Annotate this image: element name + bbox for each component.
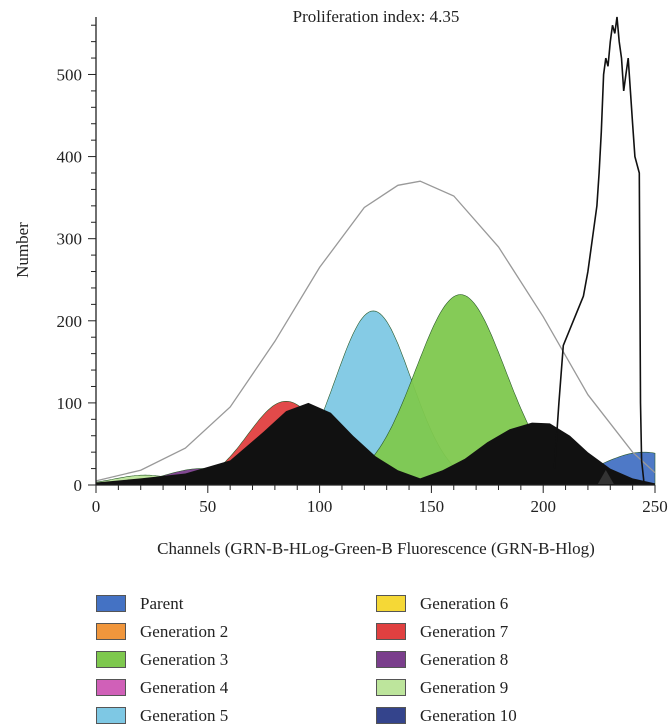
legend-item: Generation 5	[96, 704, 376, 727]
legend-label: Generation 10	[420, 705, 517, 725]
legend: Parent Generation 6 Generation 2 Generation…	[96, 592, 656, 727]
legend-label: Generation 4	[140, 677, 229, 697]
x-axis-label: Channels (GRN-B-HLog-Green-B Fluorescenc…	[157, 539, 595, 558]
x-tick-label: 100	[307, 497, 333, 516]
legend-label: Generation 3	[140, 649, 229, 669]
y-tick-label: 100	[57, 394, 83, 413]
y-tick-label: 300	[57, 230, 83, 249]
overlap-fill	[96, 402, 655, 485]
y-tick-label: 200	[57, 312, 83, 331]
legend-swatch	[376, 707, 406, 724]
legend-label: Generation 6	[420, 593, 509, 613]
peak-marker-triangle	[597, 470, 614, 484]
legend-swatch	[376, 679, 406, 696]
legend-swatch	[96, 651, 126, 668]
legend-item: Generation 6	[376, 592, 656, 615]
legend-item: Generation 8	[376, 648, 656, 671]
x-tick-label: 0	[92, 497, 101, 516]
y-tick-label: 0	[74, 476, 83, 495]
legend-label: Generation 8	[420, 649, 509, 669]
x-tick-label: 150	[419, 497, 445, 516]
legend-label: Generation 9	[420, 677, 509, 697]
legend-swatch	[96, 679, 126, 696]
legend-swatch	[96, 707, 126, 724]
x-tick-label: 50	[199, 497, 216, 516]
chart-title: Proliferation index: 4.35	[293, 7, 460, 26]
legend-label: Generation 2	[140, 621, 229, 641]
legend-swatch	[96, 623, 126, 640]
legend-item: Generation 3	[96, 648, 376, 671]
legend-item: Generation 10	[376, 704, 656, 727]
plot-area: 0 100 200 300 400 500 0 50 100 150 200 250	[57, 16, 668, 516]
legend-swatch	[376, 651, 406, 668]
legend-swatch	[376, 595, 406, 612]
legend-label: Generation 7	[420, 621, 509, 641]
observed-histogram-line	[553, 16, 645, 481]
legend-item: Generation 9	[376, 676, 656, 699]
y-tick-label: 500	[57, 65, 83, 84]
total-fit-curve	[95, 180, 656, 482]
legend-swatch	[96, 595, 126, 612]
legend-label: Generation 5	[140, 705, 229, 725]
legend-item: Generation 2	[96, 620, 376, 643]
x-tick-label: 200	[530, 497, 556, 516]
histogram-chart: Proliferation index: 4.35 Number Channel…	[13, 7, 668, 558]
legend-label: Parent	[140, 593, 184, 613]
legend-item: Generation 4	[96, 676, 376, 699]
legend-item: Generation 7	[376, 620, 656, 643]
legend-swatch	[376, 623, 406, 640]
x-tick-label: 250	[642, 497, 668, 516]
y-tick-label: 400	[57, 148, 83, 167]
y-axis-label: Number	[13, 222, 32, 278]
legend-item: Parent	[96, 592, 376, 615]
